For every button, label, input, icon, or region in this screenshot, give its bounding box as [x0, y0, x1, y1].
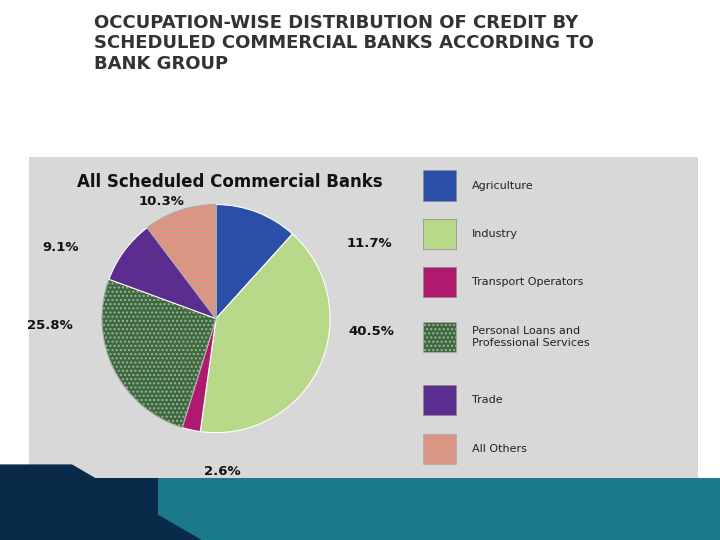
Text: 10.3%: 10.3% [139, 195, 184, 208]
Wedge shape [200, 234, 330, 433]
Text: All Scheduled Commercial Banks: All Scheduled Commercial Banks [77, 173, 382, 191]
FancyBboxPatch shape [423, 385, 456, 415]
Text: Transport Operators: Transport Operators [472, 278, 584, 287]
Text: Agriculture: Agriculture [472, 180, 534, 191]
Text: Industry: Industry [472, 229, 518, 239]
FancyBboxPatch shape [423, 267, 456, 298]
Text: Personal Loans and
Professional Services: Personal Loans and Professional Services [472, 326, 590, 348]
FancyBboxPatch shape [423, 322, 456, 352]
Wedge shape [147, 205, 216, 319]
FancyBboxPatch shape [423, 171, 456, 201]
Polygon shape [0, 464, 202, 540]
Text: 9.1%: 9.1% [42, 241, 78, 254]
Text: 11.7%: 11.7% [346, 237, 392, 250]
Wedge shape [102, 279, 216, 428]
Wedge shape [216, 205, 292, 319]
FancyBboxPatch shape [423, 219, 456, 249]
Text: 40.5%: 40.5% [348, 325, 395, 338]
Text: 25.8%: 25.8% [27, 319, 73, 332]
Wedge shape [109, 228, 216, 319]
Text: 2.6%: 2.6% [204, 465, 240, 478]
Text: Trade: Trade [472, 395, 503, 405]
Text: OCCUPATION-WISE DISTRIBUTION OF CREDIT BY
SCHEDULED COMMERCIAL BANKS ACCORDING T: OCCUPATION-WISE DISTRIBUTION OF CREDIT B… [94, 14, 593, 73]
Wedge shape [182, 319, 216, 431]
FancyBboxPatch shape [423, 434, 456, 464]
Text: All Others: All Others [472, 444, 527, 454]
